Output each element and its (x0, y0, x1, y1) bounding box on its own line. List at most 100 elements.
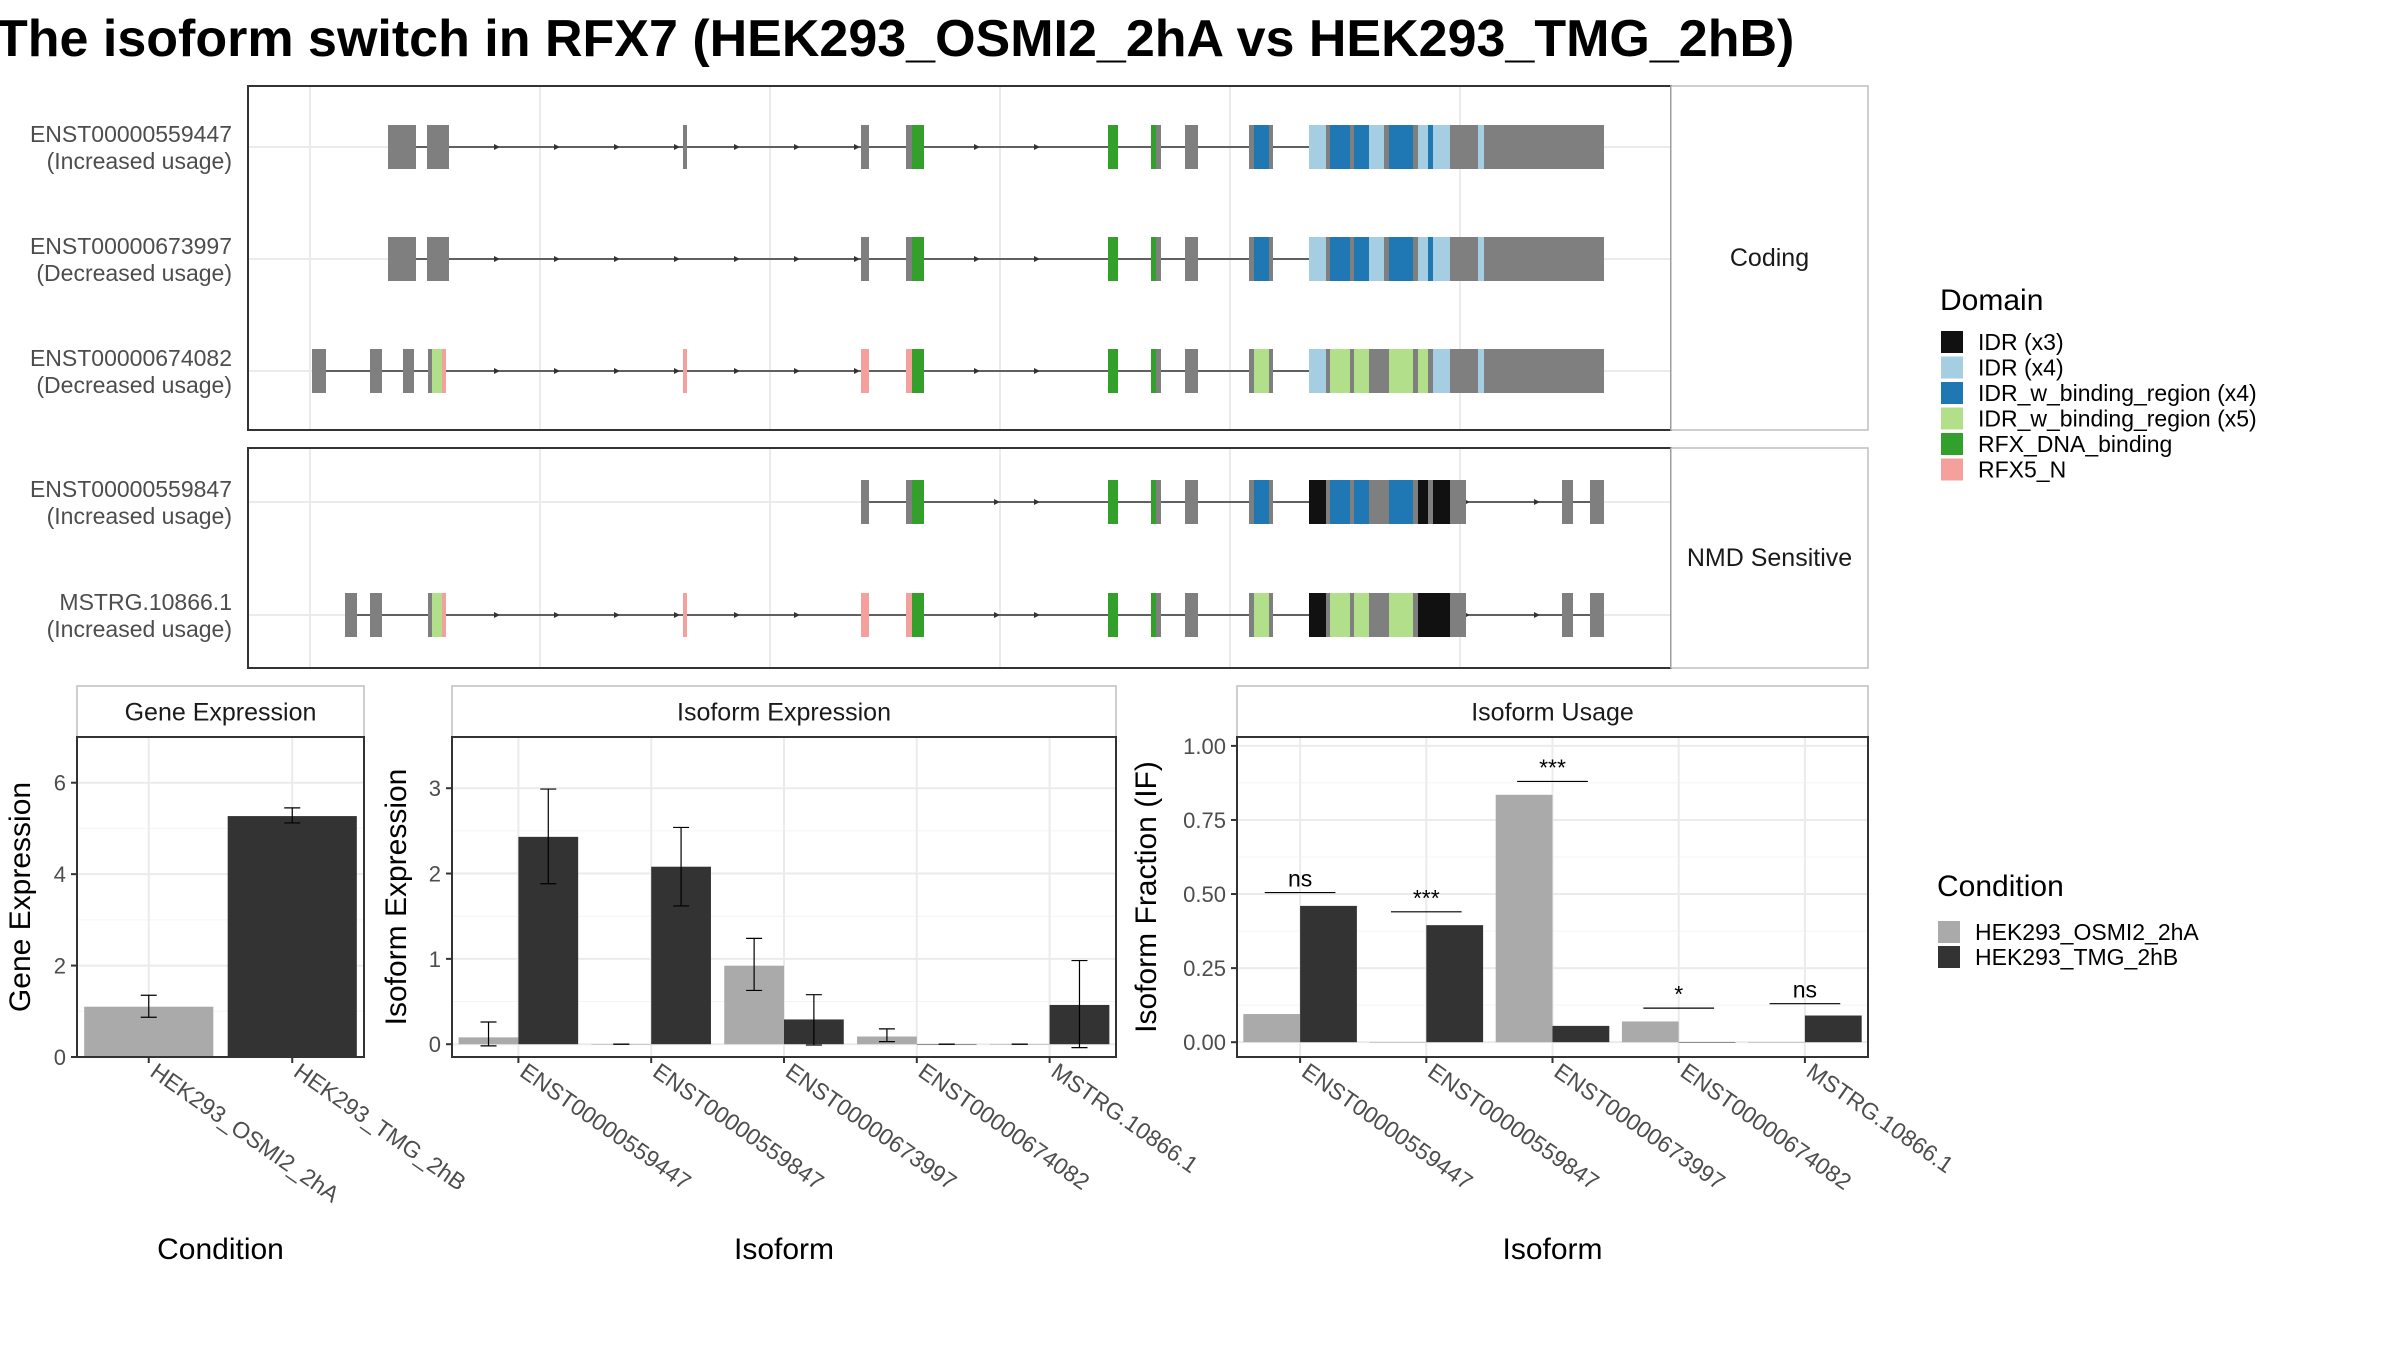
exon-block (428, 593, 432, 637)
exon-block (1369, 349, 1384, 393)
exon-block (1249, 237, 1254, 281)
domain-legend-swatch (1941, 382, 1963, 404)
figure-title: The isoform switch in RFX7 (HEK293_OSMI2… (0, 10, 1794, 68)
condition-legend-swatch (1938, 921, 1960, 943)
condition-legend-swatch (1938, 946, 1960, 968)
exon-block (1418, 237, 1428, 281)
chart-title: Gene Expression (125, 699, 317, 727)
exon-block (1484, 125, 1493, 169)
intron-arrow (554, 256, 560, 262)
exon-block (442, 593, 446, 637)
intron-arrow (994, 612, 1000, 618)
exon-block (1590, 480, 1604, 524)
domain-legend-label: RFX5_N (1978, 457, 2066, 483)
domain-legend-label: RFX_DNA_binding (1978, 431, 2172, 457)
domain-legend: Domain IDR (x3)IDR (x4)IDR_w_binding_reg… (1940, 284, 2257, 483)
exon-block (1326, 349, 1330, 393)
exon-block (1354, 349, 1369, 393)
y-tick-label: 1.00 (1183, 734, 1226, 759)
significance-label: ns (1793, 977, 1817, 1003)
exon-block (1566, 593, 1573, 637)
data-bar (1426, 925, 1484, 1043)
condition-legend-title: Condition (1937, 870, 2064, 903)
transcript-structure-panel: ENST00000559447(Increased usage)ENST0000… (30, 85, 1869, 669)
x-axis-title: Isoform (734, 1233, 834, 1266)
significance-label: *** (1539, 754, 1566, 780)
exon-block (1309, 593, 1326, 637)
exon-block (1433, 237, 1450, 281)
domain-legend-title: Domain (1940, 284, 2043, 317)
exon-block (1269, 480, 1273, 524)
data-bar (1748, 1042, 1805, 1043)
track-label-id: ENST00000559447 (30, 121, 232, 147)
intron-arrow (614, 612, 620, 618)
utr-block (1493, 125, 1604, 169)
intron-arrow (734, 144, 740, 150)
exon-block (312, 349, 326, 393)
exon-block (1413, 237, 1418, 281)
exon-block (906, 593, 912, 637)
y-tick-label: 0.50 (1183, 882, 1226, 907)
exon-block (1566, 480, 1573, 524)
intron-arrow (554, 368, 560, 374)
exon-block (1428, 480, 1433, 524)
exon-block (427, 125, 449, 169)
exon-block (1450, 480, 1466, 524)
exon-block (1484, 237, 1493, 281)
intron-arrow (674, 612, 680, 618)
exon-block (1384, 125, 1389, 169)
exon-block (1156, 480, 1161, 524)
exon-block (1413, 593, 1418, 637)
intron-arrow (994, 499, 1000, 505)
exon-block (861, 237, 869, 281)
y-tick-label: 3 (429, 776, 441, 801)
exon-block (906, 125, 912, 169)
exon-block (1350, 480, 1354, 524)
exon-block (432, 593, 442, 637)
intron-arrow (854, 368, 860, 374)
exon-block (1108, 237, 1118, 281)
exon-block (1562, 480, 1566, 524)
exon-block (1354, 237, 1369, 281)
exon-block (1330, 593, 1350, 637)
exon-block (912, 237, 924, 281)
intron-arrow (854, 256, 860, 262)
domain-legend-swatch (1941, 433, 1963, 455)
track-label-id: MSTRG.10866.1 (59, 589, 232, 615)
intron-arrow (854, 144, 860, 150)
exon-block (1384, 480, 1389, 524)
exon-block (1309, 237, 1326, 281)
exon-block (683, 593, 687, 637)
exon-block (1151, 237, 1156, 281)
exon-block (1418, 125, 1428, 169)
exon-block (1433, 349, 1450, 393)
exon-block (1151, 480, 1156, 524)
exon-block (1330, 480, 1350, 524)
track-label-usage: (Decreased usage) (36, 260, 232, 286)
facet-strip-label: NMD Sensitive (1687, 544, 1852, 572)
exon-block (912, 593, 924, 637)
exon-block (1350, 349, 1354, 393)
intron-arrow (614, 144, 620, 150)
exon-block (1156, 125, 1161, 169)
data-bar (1804, 1015, 1862, 1043)
intron-arrow (674, 368, 680, 374)
domain-legend-swatch (1941, 407, 1963, 430)
exon-block (1185, 593, 1198, 637)
exon-block (1478, 237, 1484, 281)
exon-block (1562, 593, 1566, 637)
facet-strip (1670, 85, 1869, 431)
intron-arrow (1034, 612, 1040, 618)
domain-legend-swatch (1941, 458, 1963, 481)
exon-block (1185, 125, 1198, 169)
exon-block (906, 480, 912, 524)
exon-block (403, 349, 414, 393)
exon-block (906, 349, 912, 393)
exon-block (1185, 480, 1198, 524)
isoform-expression-chart: Isoform Expression0123ENST00000559447ENS… (380, 685, 1203, 1266)
exon-block (1249, 125, 1254, 169)
utr-block (1493, 349, 1604, 393)
domain-legend-label: IDR_w_binding_region (x4) (1978, 380, 2257, 406)
domain-legend-label: IDR_w_binding_region (x5) (1978, 406, 2257, 432)
exon-block (861, 593, 869, 637)
